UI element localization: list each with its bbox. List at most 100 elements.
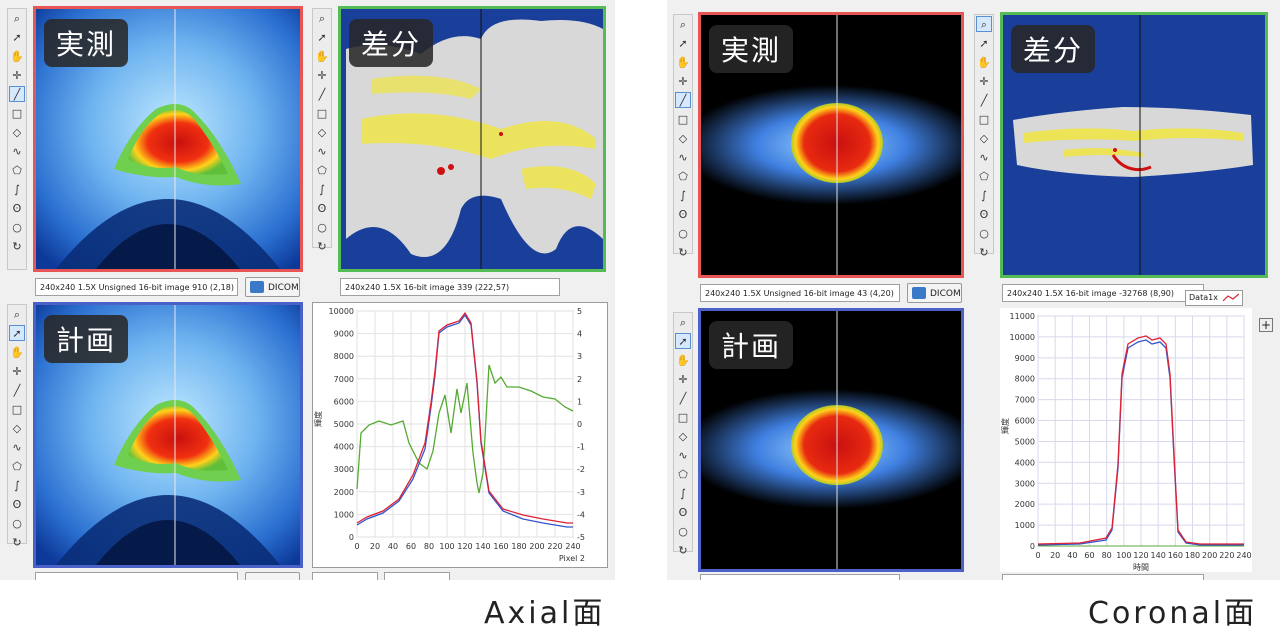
rect-icon[interactable]: □ <box>978 113 990 126</box>
line-icon[interactable]: ╱ <box>675 92 691 108</box>
crosshair-icon[interactable]: ✛ <box>317 69 327 82</box>
oval-icon[interactable]: ○ <box>317 221 327 234</box>
curve-icon[interactable]: ∫ <box>680 189 686 202</box>
line-icon[interactable]: ╱ <box>9 86 25 102</box>
rotate-icon[interactable]: ↻ <box>317 240 327 253</box>
freehand-icon[interactable]: ∿ <box>678 151 688 164</box>
rect-icon[interactable]: □ <box>11 107 23 120</box>
legend-line-icon <box>1223 293 1239 302</box>
freehand-icon[interactable]: ∿ <box>979 151 989 164</box>
rotate-icon[interactable]: ↻ <box>678 544 688 557</box>
hand-icon[interactable]: ✋ <box>676 56 690 69</box>
axial-measured-image[interactable]: 実測 <box>33 6 303 272</box>
crosshair-icon[interactable]: ✛ <box>678 75 688 88</box>
hand-icon[interactable]: ✋ <box>10 50 24 63</box>
rotate-icon[interactable]: ↻ <box>979 246 989 259</box>
oval-icon[interactable]: ○ <box>12 517 22 530</box>
line-icon[interactable]: ╱ <box>318 88 326 101</box>
zoom-icon[interactable]: ⌕ <box>13 308 21 321</box>
axial-diff-image[interactable]: 差分 <box>338 6 606 272</box>
zoom-icon[interactable]: ⌕ <box>318 12 326 25</box>
diamond-icon[interactable]: ◇ <box>678 132 688 145</box>
x-tick-label: 160 <box>1168 551 1183 560</box>
coronal-dicom-button[interactable]: DICOM <box>907 283 962 303</box>
line-icon[interactable]: ╱ <box>13 384 21 397</box>
hand-icon[interactable]: ✋ <box>315 50 329 63</box>
plan-label: 計画 <box>44 315 129 363</box>
axial-plan-dicom-button[interactable] <box>245 572 300 580</box>
polygon-icon[interactable]: ⬠ <box>678 468 688 481</box>
axial-dicom-button[interactable]: DICOM <box>245 277 300 297</box>
arrow-icon[interactable]: ➚ <box>317 31 327 44</box>
oval-icon[interactable]: ○ <box>12 221 22 234</box>
lasso-icon[interactable]: ʘ <box>12 202 22 215</box>
coronal-measured-image[interactable]: 実測 <box>698 12 964 278</box>
arrow-icon[interactable]: ➚ <box>9 325 25 341</box>
freehand-icon[interactable]: ∿ <box>12 441 22 454</box>
coronal-plan-image[interactable]: 計画 <box>698 308 964 572</box>
arrow-icon[interactable]: ➚ <box>979 37 989 50</box>
hand-icon[interactable]: ✋ <box>676 354 690 367</box>
curve-icon[interactable]: ∫ <box>319 183 325 196</box>
arrow-icon[interactable]: ➚ <box>675 333 691 349</box>
crosshair-icon[interactable]: ✛ <box>12 69 22 82</box>
polygon-icon[interactable]: ⬠ <box>678 170 688 183</box>
add-plot-button[interactable]: + <box>1259 318 1273 332</box>
zoom-icon[interactable]: ⌕ <box>13 12 21 25</box>
polygon-icon[interactable]: ⬠ <box>12 460 22 473</box>
line-icon[interactable]: ╱ <box>980 94 988 107</box>
axial-green-series <box>356 364 574 494</box>
curve-icon[interactable]: ∫ <box>14 183 20 196</box>
line-icon[interactable]: ╱ <box>679 392 687 405</box>
diamond-icon[interactable]: ◇ <box>678 430 688 443</box>
rotate-icon[interactable]: ↻ <box>678 246 688 259</box>
hand-icon[interactable]: ✋ <box>10 346 24 359</box>
curve-icon[interactable]: ∫ <box>14 479 20 492</box>
crosshair-icon[interactable]: ✛ <box>678 373 688 386</box>
coronal-chart-x-ticks: 0 20 40 60 80 100 120 140 160 180 200 220 240 <box>1035 551 1251 560</box>
freehand-icon[interactable]: ∿ <box>678 449 688 462</box>
rect-icon[interactable]: □ <box>316 107 328 120</box>
coronal-profile-chart[interactable]: 11000 10000 9000 8000 7000 6000 5000 4000 3000 20… <box>1000 308 1252 572</box>
lasso-icon[interactable]: ʘ <box>678 506 688 519</box>
oval-icon[interactable]: ○ <box>979 227 989 240</box>
zoom-icon[interactable]: ⌕ <box>679 316 687 329</box>
curve-icon[interactable]: ∫ <box>680 487 686 500</box>
rotate-icon[interactable]: ↻ <box>12 536 22 549</box>
coronal-chart-status <box>1002 574 1204 580</box>
polygon-icon[interactable]: ⬠ <box>317 164 327 177</box>
hand-icon[interactable]: ✋ <box>977 56 991 69</box>
rect-icon[interactable]: □ <box>11 403 23 416</box>
coronal-diff-image[interactable]: 差分 <box>1000 12 1268 278</box>
arrow-icon[interactable]: ➚ <box>12 31 22 44</box>
lasso-icon[interactable]: ʘ <box>979 208 989 221</box>
diamond-icon[interactable]: ◇ <box>12 422 22 435</box>
arrow-icon[interactable]: ➚ <box>678 37 688 50</box>
freehand-icon[interactable]: ∿ <box>12 145 22 158</box>
lasso-icon[interactable]: ʘ <box>317 202 327 215</box>
diamond-icon[interactable]: ◇ <box>12 126 22 139</box>
oval-icon[interactable]: ○ <box>678 227 688 240</box>
freehand-icon[interactable]: ∿ <box>317 145 327 158</box>
axial-plan-image[interactable]: 計画 <box>33 302 303 568</box>
oval-icon[interactable]: ○ <box>678 525 688 538</box>
axial-red-series <box>356 311 573 524</box>
polygon-icon[interactable]: ⬠ <box>979 170 989 183</box>
crosshair-icon[interactable]: ✛ <box>979 75 989 88</box>
rect-icon[interactable]: □ <box>677 113 689 126</box>
polygon-icon[interactable]: ⬠ <box>12 164 22 177</box>
curve-icon[interactable]: ∫ <box>981 189 987 202</box>
lasso-icon[interactable]: ʘ <box>678 208 688 221</box>
axial-profile-chart[interactable]: 10000 9000 8000 7000 6000 5000 4000 3000 2000 100… <box>312 302 608 568</box>
rotate-icon[interactable]: ↻ <box>12 240 22 253</box>
diamond-icon[interactable]: ◇ <box>979 132 989 145</box>
y-tick-label: 8000 <box>1015 375 1035 384</box>
crosshair-icon[interactable]: ✛ <box>12 365 22 378</box>
zoom-icon[interactable]: ⌕ <box>976 16 992 32</box>
rect-icon[interactable]: □ <box>677 411 689 424</box>
diamond-icon[interactable]: ◇ <box>317 126 327 139</box>
x-tick-label: 60 <box>1084 551 1094 560</box>
zoom-icon[interactable]: ⌕ <box>679 18 687 31</box>
dicom-button-label: DICOM <box>930 289 961 299</box>
lasso-icon[interactable]: ʘ <box>12 498 22 511</box>
